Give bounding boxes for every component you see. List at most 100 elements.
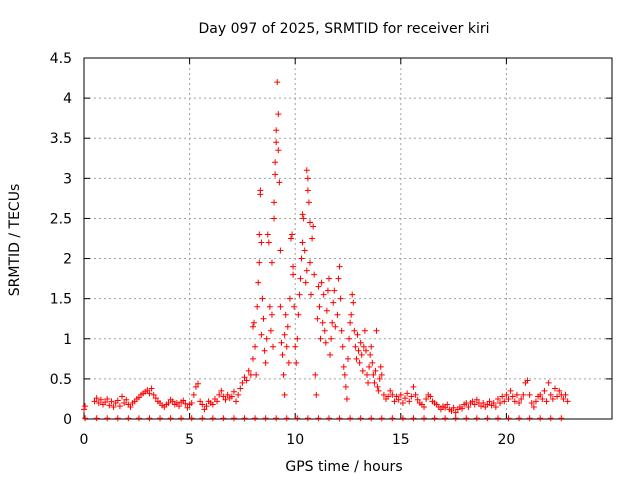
data-point — [334, 311, 341, 318]
data-point — [319, 319, 326, 326]
y-tick-label: 2 — [63, 252, 72, 268]
data-point — [195, 380, 202, 387]
data-point — [241, 415, 248, 422]
data-point — [547, 415, 554, 422]
data-point — [353, 355, 360, 362]
data-point — [321, 327, 328, 334]
data-point — [423, 395, 430, 402]
data-point — [364, 371, 371, 378]
data-point — [260, 315, 267, 322]
data-point — [299, 211, 306, 218]
y-tick-label: 4 — [63, 91, 72, 107]
data-point — [524, 377, 531, 384]
data-point — [257, 187, 264, 194]
data-point — [298, 255, 305, 262]
data-point — [444, 401, 451, 408]
data-point — [532, 398, 539, 405]
data-point — [256, 231, 263, 238]
data-point — [543, 398, 550, 405]
data-points — [81, 79, 571, 422]
data-point — [245, 367, 252, 374]
data-point — [220, 415, 227, 422]
data-point — [365, 379, 372, 386]
data-point — [176, 403, 183, 410]
x-tick-label: 0 — [80, 432, 89, 448]
data-point — [323, 307, 330, 314]
data-point — [267, 327, 274, 334]
data-point — [97, 396, 104, 403]
data-point — [253, 371, 260, 378]
data-point — [509, 393, 516, 400]
y-tick-label: 1.5 — [50, 292, 72, 308]
data-point — [277, 247, 284, 254]
data-point — [178, 415, 185, 422]
plot-frame — [83, 57, 613, 420]
grid — [84, 58, 612, 419]
data-point — [197, 398, 204, 405]
data-point — [299, 239, 306, 246]
data-point — [560, 395, 567, 402]
data-point — [359, 367, 366, 374]
data-point — [315, 415, 322, 422]
data-point — [537, 415, 544, 422]
data-point — [276, 179, 283, 186]
data-point — [241, 374, 248, 381]
data-point — [182, 400, 189, 407]
data-point — [313, 391, 320, 398]
data-point — [82, 415, 89, 422]
data-point — [320, 291, 327, 298]
data-point — [315, 283, 322, 290]
data-point — [114, 397, 121, 404]
data-point — [412, 391, 419, 398]
data-point — [507, 387, 514, 394]
data-point — [427, 393, 434, 400]
data-point — [296, 291, 303, 298]
data-point — [297, 275, 304, 282]
data-point — [165, 399, 172, 406]
data-point — [270, 343, 277, 350]
data-point — [486, 398, 493, 405]
data-point — [355, 347, 362, 354]
data-point — [414, 396, 421, 403]
data-point — [325, 275, 332, 282]
data-point — [337, 295, 344, 302]
data-point — [368, 415, 375, 422]
data-point — [301, 247, 308, 254]
data-point — [289, 231, 296, 238]
data-point — [397, 391, 404, 398]
data-point — [127, 403, 134, 410]
data-point — [452, 415, 459, 422]
data-point — [389, 415, 396, 422]
data-point — [259, 295, 266, 302]
data-point — [268, 259, 275, 266]
y-tick-label: 0.5 — [50, 372, 72, 388]
data-point — [516, 399, 523, 406]
data-point — [110, 403, 117, 410]
data-point — [148, 385, 155, 392]
data-point — [526, 391, 533, 398]
data-point — [372, 367, 379, 374]
axis-ticks: 0 0.5 1 1.5 2 2.5 3 3.5 4 4.5 0 5 10 15 20 — [50, 51, 612, 448]
data-point — [328, 335, 335, 342]
data-point — [545, 379, 552, 386]
data-point — [350, 299, 357, 306]
data-point — [294, 335, 301, 342]
data-point — [494, 395, 501, 402]
data-point — [331, 287, 338, 294]
data-point — [265, 239, 272, 246]
data-point — [367, 351, 374, 358]
data-point — [254, 303, 261, 310]
data-point — [249, 355, 256, 362]
x-axis-label: GPS time / hours — [285, 459, 402, 475]
data-point — [516, 415, 523, 422]
data-point — [277, 303, 284, 310]
data-point — [338, 327, 345, 334]
data-point — [387, 387, 394, 394]
data-point — [362, 347, 369, 354]
data-point — [255, 279, 262, 286]
data-point — [283, 415, 290, 422]
data-point — [233, 398, 240, 405]
data-point — [530, 403, 537, 410]
data-point — [492, 403, 499, 410]
